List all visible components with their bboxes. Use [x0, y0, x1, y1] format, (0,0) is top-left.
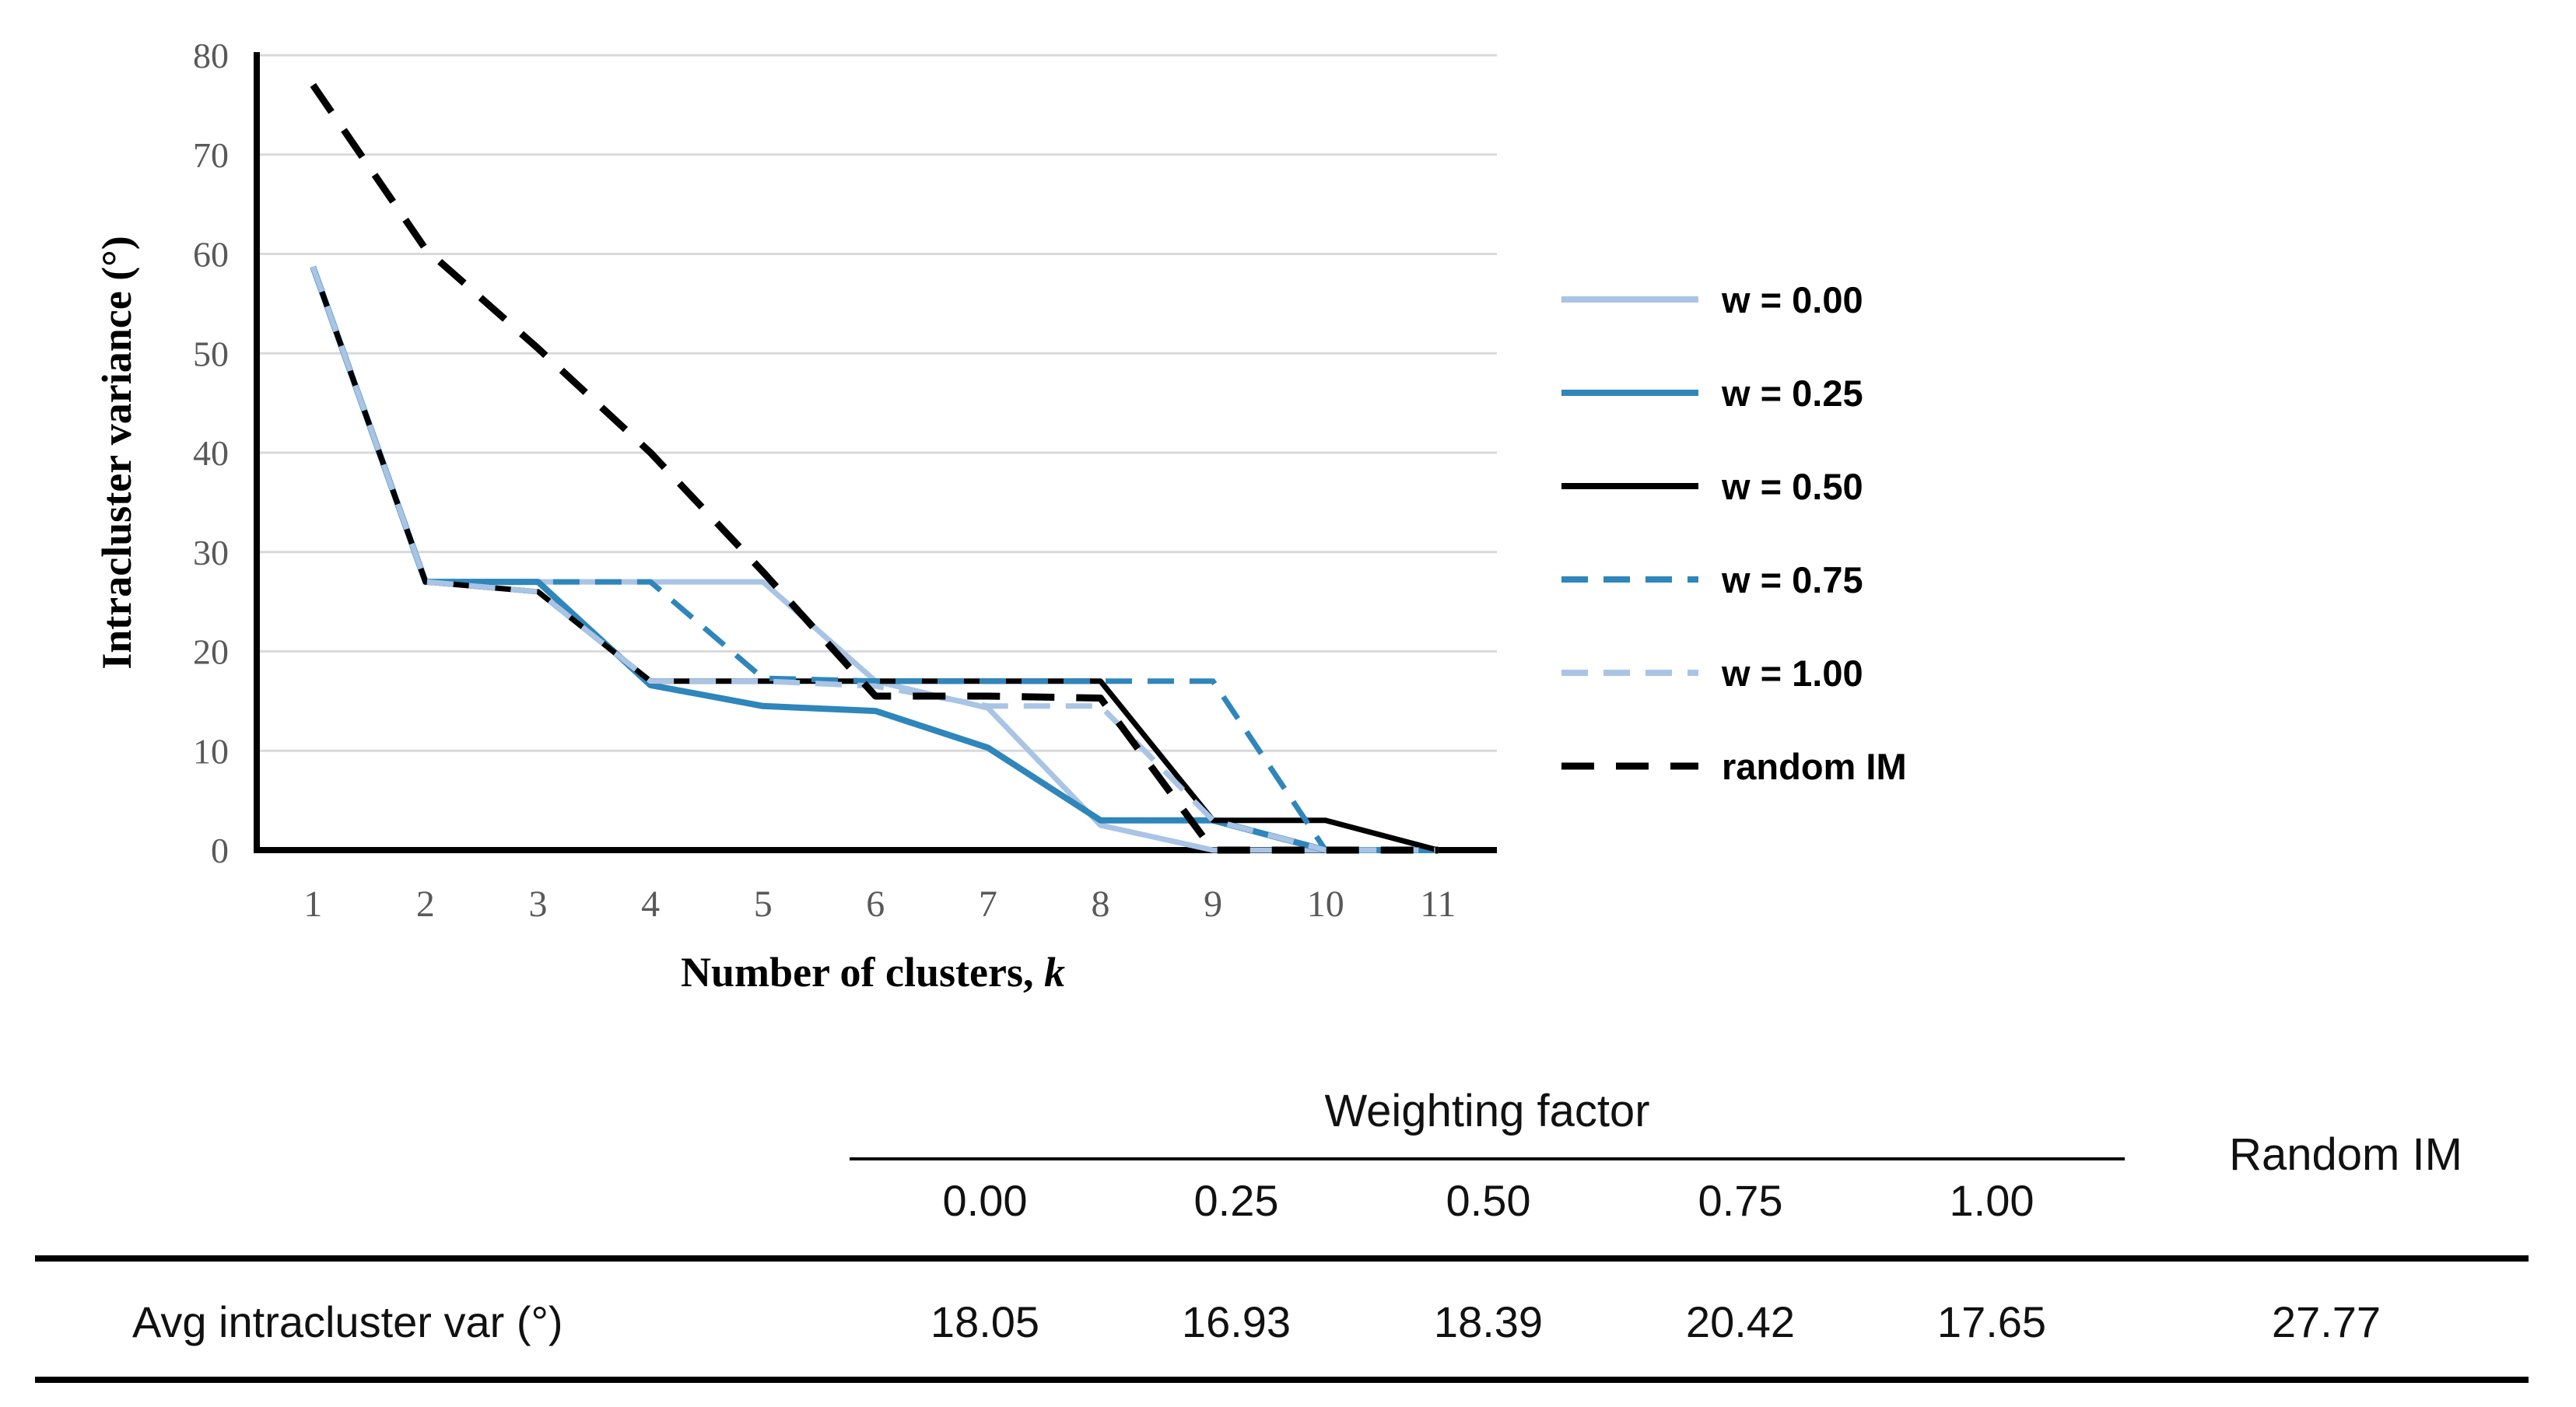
y-tick-label-70: 70: [193, 135, 229, 175]
legend-item-w000: w = 0.00: [1560, 253, 2042, 346]
legend-item-w075: w = 0.75: [1560, 533, 2042, 626]
cell-avg-var-w000: 18.05: [930, 1297, 1040, 1346]
col-header-w000: 0.00: [942, 1176, 1028, 1225]
y-tick-label-50: 50: [193, 334, 229, 373]
cell-avg-var-w100: 17.65: [1936, 1297, 2047, 1346]
legend-line-swatch-w075: [1561, 576, 1698, 583]
table-group-header: Weighting factor: [1324, 1086, 1650, 1136]
col-header-w025: 0.25: [1193, 1176, 1279, 1225]
x-tick-label-3: 3: [529, 884, 548, 925]
table-rule-bottom: [35, 1377, 2529, 1383]
y-tick-label-80: 80: [193, 36, 229, 75]
legend-line-swatch-w025: [1561, 390, 1698, 396]
y-axis-title: Intracluster variance (°): [93, 236, 140, 669]
col-header-w075: 0.75: [1698, 1176, 1783, 1225]
series-line-random-im: [310, 82, 1439, 854]
chart-legend: w = 0.00 w = 0.25 w = 0.50 w = 0.75 w = …: [1560, 253, 2042, 813]
x-tick-label-8: 8: [1092, 884, 1110, 925]
cell-avg-var-random-im: 27.77: [2271, 1297, 2381, 1346]
legend-line-swatch-w100: [1561, 670, 1698, 676]
legend-label: w = 0.00: [1722, 278, 1863, 320]
x-tick-label-10: 10: [1307, 884, 1344, 925]
y-tick-label-30: 30: [193, 533, 229, 572]
x-tick-label-2: 2: [416, 884, 435, 925]
gridlines: [257, 54, 1497, 752]
legend-line-swatch-random-im: [1561, 762, 1698, 770]
col-header-w100: 1.00: [1949, 1176, 2035, 1225]
x-tick-label-4: 4: [641, 884, 660, 925]
table-row-label: Avg intracluster var (°): [132, 1297, 563, 1346]
y-tick-label-10: 10: [193, 731, 229, 771]
x-axis-title: Number of clusters, k: [681, 949, 1065, 996]
series-line-w-1-00: [310, 265, 1439, 853]
x-tick-label-5: 5: [754, 884, 773, 925]
x-axis-title-text: Number of clusters,: [681, 949, 1044, 996]
legend-label: random IM: [1722, 745, 1907, 787]
y-tick-label-40: 40: [193, 433, 229, 473]
legend-line-swatch-w000: [1561, 296, 1698, 303]
y-tick-label-20: 20: [193, 632, 229, 672]
legend-item-w025: w = 0.25: [1560, 346, 2042, 439]
legend-label: w = 0.25: [1722, 372, 1863, 414]
legend-label: w = 1.00: [1722, 652, 1863, 694]
x-tick-label-1: 1: [303, 884, 322, 925]
col-header-w050: 0.50: [1446, 1176, 1531, 1225]
x-tick-label-9: 9: [1204, 884, 1222, 925]
legend-line-swatch-w050: [1561, 483, 1698, 489]
x-tick-label-7: 7: [979, 884, 997, 925]
x-tick-label-11: 11: [1420, 884, 1456, 925]
legend-label: w = 0.50: [1722, 465, 1863, 507]
variance-line-chart: 0 10 20 30 40 50 60 70 80 1 2 3 4 5 6 7 8 9 10 11 Intraclus…: [93, 36, 1497, 996]
x-tick-label-6: 6: [866, 884, 885, 925]
series-line-w-0-75: [310, 265, 1439, 853]
table-rule-top: [35, 1255, 2529, 1262]
legend-item-random-im: random IM: [1560, 719, 2042, 813]
cell-avg-var-w025: 16.93: [1181, 1297, 1292, 1346]
table-random-im-header: Random IM: [2229, 1129, 2462, 1180]
series-lines: [310, 82, 1439, 854]
legend-item-w050: w = 0.50: [1560, 439, 2042, 533]
x-axis-title-variable: k: [1044, 949, 1065, 996]
legend-label: w = 0.75: [1722, 558, 1863, 600]
cell-avg-var-w050: 18.39: [1433, 1297, 1544, 1346]
tick-labels: 0 10 20 30 40 50 60 70 80 1 2 3 4 5 6 7 8 9 10 11: [193, 36, 1456, 925]
y-tick-label-60: 60: [193, 235, 229, 275]
legend-item-w100: w = 1.00: [1560, 626, 2042, 719]
y-tick-label-0: 0: [211, 831, 229, 870]
group-header-underline: [850, 1157, 2125, 1160]
cell-avg-var-w075: 20.42: [1685, 1297, 1796, 1346]
